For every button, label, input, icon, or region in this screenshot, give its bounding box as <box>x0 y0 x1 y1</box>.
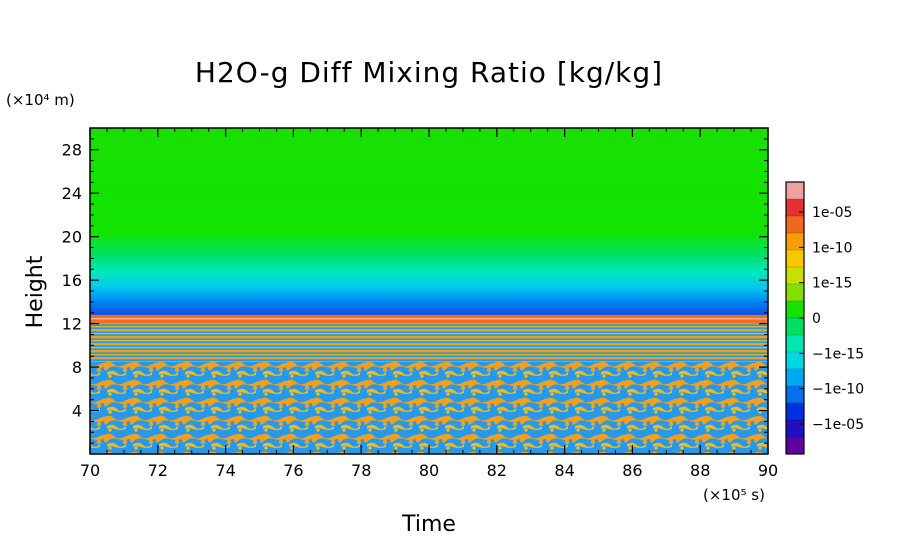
x-tick-label: 82 <box>487 461 507 480</box>
chart-title: H2O-g Diff Mixing Ratio [kg/kg] <box>195 56 663 89</box>
colorbar-swatch <box>786 199 804 217</box>
x-tick-label: 90 <box>758 461 778 480</box>
y-tick-label: 12 <box>62 315 82 334</box>
y-axis: 4 8 12 16 20 24 28 <box>62 138 768 444</box>
colorbar: 1e-05 1e-10 1e-15 0 −1e-15 −1e-10 −1e-05 <box>785 181 864 455</box>
colorbar-swatch <box>786 437 804 455</box>
x-tick-label: 72 <box>148 461 168 480</box>
colorbar-swatch <box>786 233 804 251</box>
x-tick-label: 84 <box>554 461 574 480</box>
y-axis-label: Height <box>23 255 48 328</box>
y-tick-label: 8 <box>72 358 82 377</box>
colorbar-swatch <box>786 250 804 268</box>
colorbar-swatch <box>786 301 804 319</box>
y-tick-label: 20 <box>62 228 82 247</box>
x-unit-label: (×10⁵ s) <box>703 486 765 504</box>
colorbar-label: −1e-15 <box>812 346 864 362</box>
layer-edge <box>90 318 768 320</box>
colorbar-swatch <box>786 386 804 404</box>
colorbar-swatch <box>786 182 804 200</box>
plot-area <box>90 128 768 454</box>
colorbar-swatch <box>786 403 804 421</box>
colorbar-label: 1e-10 <box>812 240 852 256</box>
colorbar-swatch <box>786 420 804 438</box>
x-tick-label: 80 <box>419 461 439 480</box>
colorbar-swatch <box>786 352 804 370</box>
x-tick-label: 88 <box>690 461 710 480</box>
x-tick-label: 86 <box>622 461 642 480</box>
colorbar-swatch <box>786 284 804 302</box>
y-tick-label: 4 <box>72 402 82 421</box>
x-tick-label: 78 <box>351 461 371 480</box>
banded-region <box>90 323 768 362</box>
colorbar-label: −1e-05 <box>812 417 864 433</box>
upper-region <box>90 128 768 319</box>
y-unit-label: (×10⁴ m) <box>6 91 75 109</box>
colorbar-swatch <box>786 318 804 336</box>
y-tick-label: 16 <box>62 271 82 290</box>
x-tick-label: 74 <box>215 461 235 480</box>
colorbar-label: −1e-10 <box>812 382 864 398</box>
x-axis-label: Time <box>401 512 456 537</box>
y-tick-label: 28 <box>62 141 82 160</box>
colorbar-swatch <box>786 369 804 387</box>
x-axis: 70 72 74 76 78 80 82 84 86 88 90 <box>80 128 778 480</box>
colorbar-label: 1e-15 <box>812 276 852 292</box>
colorbar-swatch <box>786 335 804 353</box>
colorbar-swatch <box>786 267 804 285</box>
colorbar-label: 1e-05 <box>812 205 852 221</box>
colorbar-swatch <box>786 216 804 234</box>
x-tick-label: 70 <box>80 461 100 480</box>
y-tick-label: 24 <box>62 184 82 203</box>
cellular-region <box>90 361 768 454</box>
x-tick-label: 76 <box>283 461 303 480</box>
colorbar-label: 0 <box>812 311 821 327</box>
